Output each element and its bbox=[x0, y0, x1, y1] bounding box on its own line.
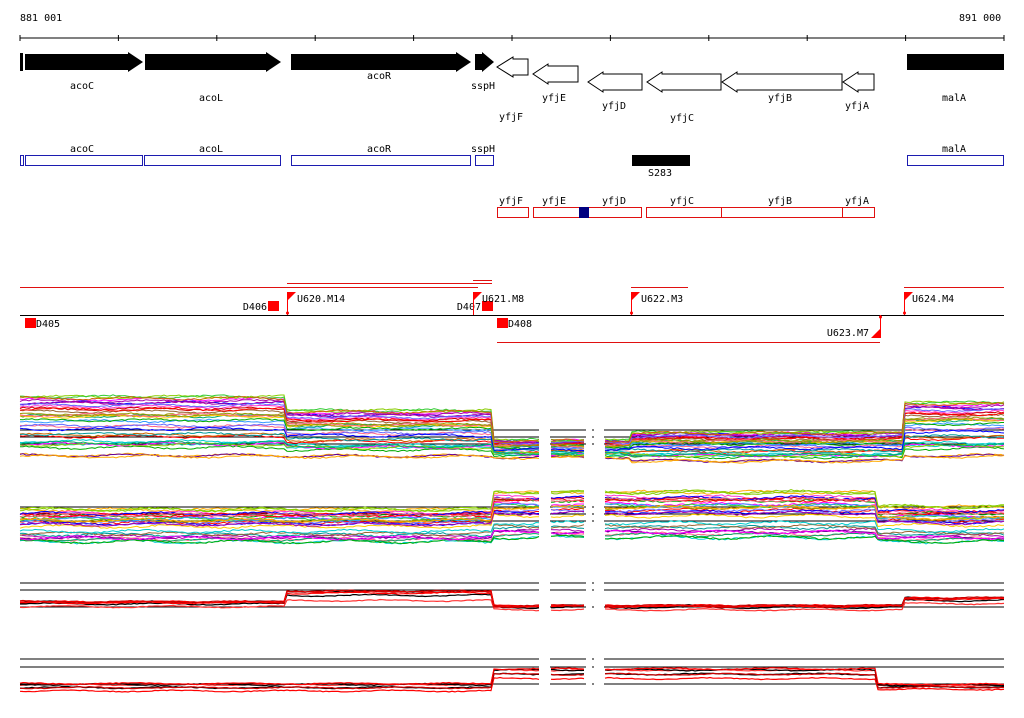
deletion-marker-d408[interactable] bbox=[497, 318, 508, 328]
gene-arrow-yfjE[interactable] bbox=[532, 63, 579, 85]
gene-label-yfjF: yfjF bbox=[499, 112, 523, 123]
gene-label-yfjE: yfjE bbox=[542, 93, 566, 104]
gene-arrow-yfjD[interactable] bbox=[587, 71, 643, 93]
gene-arrow-malA[interactable] bbox=[907, 54, 1004, 70]
blue-label-sspH: sspH bbox=[471, 144, 495, 155]
blue-label-acoC: acoC bbox=[70, 144, 94, 155]
red-box-yfjF[interactable] bbox=[497, 207, 529, 218]
gene-label-yfjB: yfjB bbox=[768, 93, 792, 104]
blue-box-acoC[interactable] bbox=[25, 155, 143, 166]
deletion-label-d405: D405 bbox=[36, 319, 60, 330]
gene-label-acoL: acoL bbox=[199, 93, 223, 104]
gene-label-yfjD: yfjD bbox=[602, 101, 626, 112]
blue-box-sspH[interactable] bbox=[475, 155, 494, 166]
blue-box-malA[interactable] bbox=[907, 155, 1004, 166]
red-box-yfjC[interactable] bbox=[646, 207, 722, 218]
signal-panel-4 bbox=[19, 658, 1005, 693]
blue-label-malA: malA bbox=[942, 144, 966, 155]
feature-s283-bar[interactable] bbox=[632, 155, 690, 166]
deletion-marker-d406[interactable] bbox=[268, 301, 279, 311]
gene-arrow-yfjF[interactable] bbox=[496, 56, 529, 78]
unit-label-u623: U623.M7 bbox=[827, 328, 869, 339]
unit-flag-u620[interactable] bbox=[287, 292, 296, 301]
coordinate-ruler bbox=[19, 35, 1005, 41]
red-label-yfjF: yfjF bbox=[499, 196, 523, 207]
signal-panel-1 bbox=[19, 394, 1005, 464]
red-label-yfjC: yfjC bbox=[670, 196, 694, 207]
blue-label-acoL: acoL bbox=[199, 144, 223, 155]
signal-panel-3 bbox=[19, 582, 1005, 612]
gene-arrow-yfjA[interactable] bbox=[842, 71, 875, 93]
gene-label-yfjA: yfjA bbox=[845, 101, 869, 112]
gene-arrow-yfjC[interactable] bbox=[646, 71, 722, 93]
red-label-yfjB: yfjB bbox=[768, 196, 792, 207]
gene-arrow-yfjB[interactable] bbox=[721, 71, 843, 93]
gene-label-yfjC: yfjC bbox=[670, 113, 694, 124]
blue-label-acoR: acoR bbox=[367, 144, 392, 155]
unit-flag-u623[interactable] bbox=[871, 329, 880, 338]
red-annotation-track bbox=[497, 207, 875, 218]
unit-flag-u622[interactable] bbox=[631, 292, 640, 301]
red-label-yfjA: yfjA bbox=[845, 196, 869, 207]
red-label-yfjD: yfjD bbox=[602, 196, 626, 207]
red-label-yfjE: yfjE bbox=[542, 196, 566, 207]
blue-box-acoR[interactable] bbox=[291, 155, 471, 166]
unit-label-u620: U620.M14 bbox=[297, 294, 345, 305]
coordinate-end: 891 000 bbox=[959, 13, 1002, 24]
gene-label-malA: malA bbox=[942, 93, 966, 104]
gene-arrow-acoR[interactable] bbox=[291, 52, 471, 72]
deletion-label-d408: D408 bbox=[508, 319, 532, 330]
gene-label-sspH: sspH bbox=[471, 81, 495, 92]
gene-track: acoC acoL acoR sspH yfjF yfjE yfjD yfjC … bbox=[20, 52, 1004, 124]
deletion-marker-d407[interactable] bbox=[482, 301, 493, 311]
gene-arrow-sspH[interactable] bbox=[475, 52, 494, 72]
blue-box-acoL[interactable] bbox=[144, 155, 281, 166]
unit-flag-u621[interactable] bbox=[473, 292, 482, 301]
gene-arrow-acoL[interactable] bbox=[145, 52, 281, 72]
coordinate-start: 881 001 bbox=[20, 13, 63, 24]
deletion-label-d406: D406 bbox=[243, 302, 267, 313]
signal-panel-2 bbox=[19, 488, 1005, 545]
gene-label-acoR: acoR bbox=[367, 71, 392, 82]
unit-label-u622: U622.M3 bbox=[641, 294, 683, 305]
red-box-yfjA[interactable] bbox=[842, 207, 875, 218]
gene-arrow-acoC[interactable] bbox=[25, 52, 143, 72]
deletion-label-d407: D407 bbox=[457, 302, 481, 313]
blue-annotation-track bbox=[20, 155, 1004, 166]
unit-label-u621: U621.M8 bbox=[482, 294, 524, 305]
unit-label-u624: U624.M4 bbox=[912, 294, 954, 305]
deletion-marker-d405[interactable] bbox=[25, 318, 36, 328]
feature-s283-label: S283 bbox=[648, 168, 672, 179]
gene-label-acoC: acoC bbox=[70, 81, 94, 92]
marker-track: D405 D406 D407 D408 U620.M14 U621.M8 U62… bbox=[20, 280, 1004, 343]
unit-flag-u624[interactable] bbox=[904, 292, 913, 301]
red-box-yfjB[interactable] bbox=[721, 207, 843, 218]
red-track-highlight bbox=[579, 207, 589, 218]
